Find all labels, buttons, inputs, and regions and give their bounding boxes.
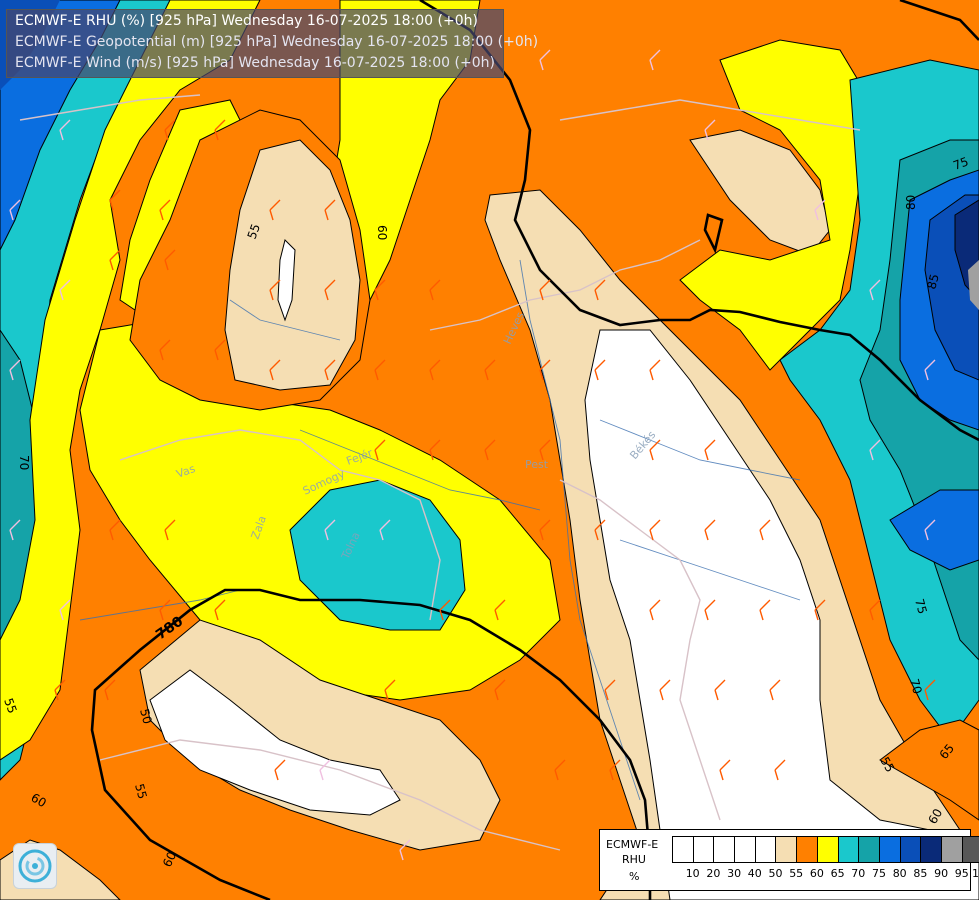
region-label-pest: Pest <box>525 458 549 471</box>
rhu-field-yellow-north <box>560 0 700 80</box>
legend-swatches <box>672 836 979 863</box>
map-title-box: ECMWF-E RHU (%) [925 hPa] Wednesday 16-0… <box>6 9 538 78</box>
logo-swirl-outer <box>18 849 52 883</box>
region-label-vas: Vas <box>175 462 198 481</box>
legend-swatch <box>879 837 901 862</box>
rhu-label: 60 <box>925 806 945 826</box>
title-geopotential: ECMWF-E Geopotential (m) [925 hPa] Wedne… <box>15 34 539 50</box>
legend-tick-label: 75 <box>872 867 886 880</box>
legend-ticks: 10 20 30 40 50 55 60 65 70 75 80 85 90 95100 <box>672 867 979 881</box>
rhu-label: 60 <box>375 225 389 240</box>
legend-swatch <box>673 837 694 862</box>
rhu-label: 80 <box>904 195 918 210</box>
legend-swatch <box>900 837 922 862</box>
rhu-label: 60 <box>160 850 179 870</box>
rhu-label: 55 <box>245 222 263 241</box>
legend-tick-label: 70 <box>851 867 866 880</box>
rhu-field-blue-east-small <box>889 489 979 571</box>
legend-tick-label: 90 <box>934 867 949 880</box>
rhu-label: 50 <box>137 707 154 725</box>
color-legend: ECMWF-E RHU % 10 20 30 40 50 55 60 65 70 75 80 85 90… <box>599 829 979 891</box>
geopotential-right-curve <box>899 0 979 41</box>
legend-tick-label: 95 <box>954 867 969 880</box>
legend-swatch <box>817 837 839 862</box>
legend-tick-label: 60 <box>809 867 824 880</box>
legend-swatch <box>838 837 860 862</box>
legend-tick-label: 20 <box>706 867 721 880</box>
rivers <box>79 259 801 801</box>
legend-swatch <box>859 837 880 862</box>
rhu-field-grey-east <box>968 260 979 310</box>
legend-tick-label: 65 <box>830 867 845 880</box>
rhu-label: 75 <box>951 154 970 172</box>
rhu-field-white-nw <box>277 239 296 322</box>
logo-swirl-core <box>32 863 38 869</box>
legend-swatch <box>776 837 798 862</box>
ecmwf-logo <box>13 843 57 889</box>
legend-swatch <box>755 837 777 862</box>
rhu-label: 75 <box>912 597 929 615</box>
legend-tick-label: 85 <box>913 867 928 880</box>
geopotential-780-contour <box>419 0 979 442</box>
legend-swatch <box>962 837 979 862</box>
legend-tick-label: 55 <box>789 867 804 880</box>
legend-swatch <box>921 837 942 862</box>
title-wind: ECMWF-E Wind (m/s) [925 hPa] Wednesday 1… <box>15 55 495 71</box>
rhu-label: 55 <box>877 755 897 775</box>
rhu-field-white-sw <box>149 669 401 816</box>
legend-swatch <box>941 837 963 862</box>
legend-swatch <box>714 837 736 862</box>
rhu-label: 60 <box>29 790 49 810</box>
rhu-field-orange-se <box>879 719 979 821</box>
rhu-field-yellow-west <box>0 0 261 761</box>
logo-swirl-inner <box>25 856 45 876</box>
rhu-field-cyan-center <box>289 479 466 631</box>
legend-model: ECMWF-E <box>606 838 659 851</box>
legend-tick-label: 40 <box>747 867 762 880</box>
wind-barbs <box>9 49 936 861</box>
legend-tick-label: 10 <box>685 867 700 880</box>
title-rhu: ECMWF-E RHU (%) [925 hPa] Wednesday 16-0… <box>15 13 478 29</box>
rhu-label: 70 <box>907 677 924 695</box>
geopotential-loop <box>703 213 724 254</box>
legend-unit: % <box>629 870 640 883</box>
rhu-label: 70 <box>17 455 31 470</box>
legend-tick-label: 30 <box>727 867 742 880</box>
rhu-label: 55 <box>1 696 19 715</box>
legend-swatch <box>693 837 715 862</box>
legend-swatch <box>797 837 818 862</box>
geopotential-780-south <box>90 588 652 900</box>
legend-tick-label: 80 <box>892 867 907 880</box>
legend-tick-label: 50 <box>768 867 783 880</box>
legend-tick-label: 100 <box>972 867 979 880</box>
borders <box>19 94 861 851</box>
legend-swatch <box>735 837 756 862</box>
legend-variable: RHU <box>622 853 646 866</box>
rhu-field-white-east <box>584 329 979 900</box>
rhu-label: 85 <box>924 272 941 290</box>
rhu-label: 55 <box>132 782 149 800</box>
